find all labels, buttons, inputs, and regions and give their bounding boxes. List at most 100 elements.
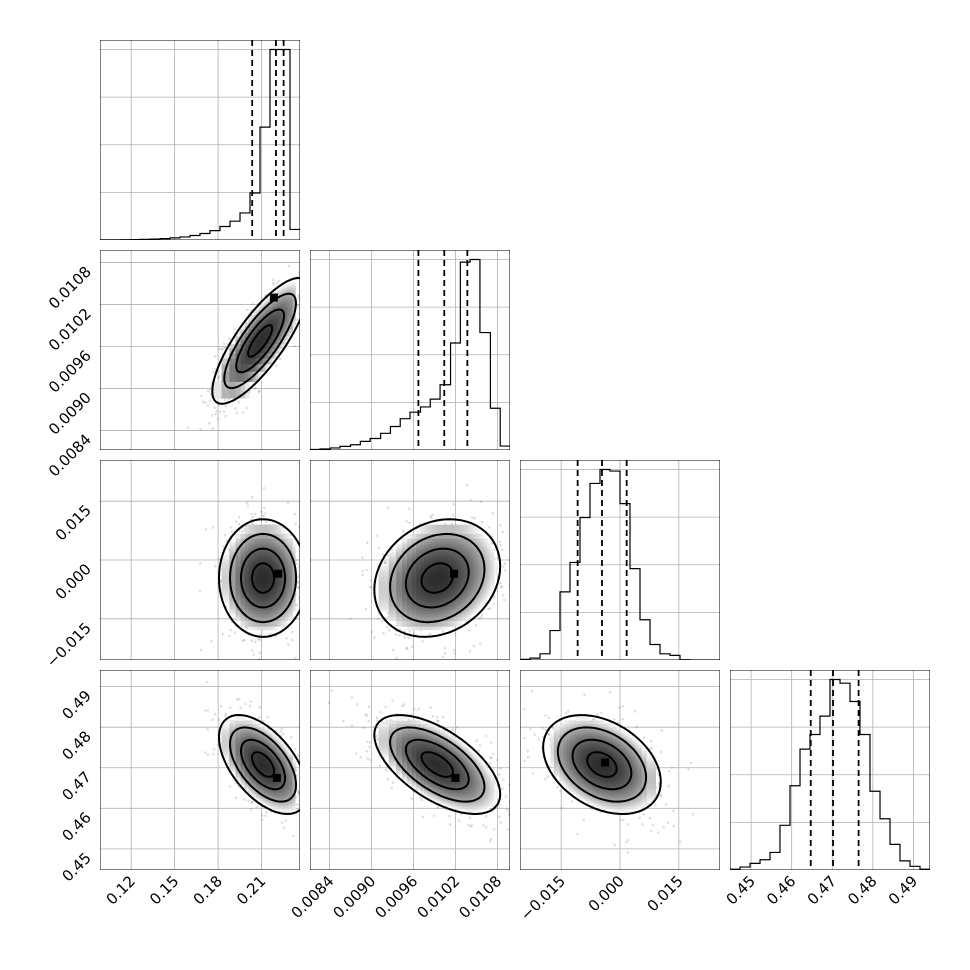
density-cell	[268, 610, 271, 615]
density-cell	[269, 560, 271, 563]
density-cell	[264, 604, 266, 607]
density-cell	[244, 585, 250, 588]
density-cell	[263, 579, 265, 582]
density-cell	[235, 597, 242, 600]
x-tick-label: 0.0090	[330, 872, 380, 922]
density-cell	[221, 587, 230, 590]
density-cell	[253, 571, 257, 573]
density-cell	[253, 592, 257, 595]
density-cell	[248, 584, 253, 587]
density-cell	[260, 357, 262, 365]
density-cell	[256, 577, 259, 580]
density-cell	[262, 543, 264, 547]
y-tick-label: 0.46	[58, 808, 94, 844]
density-cell	[253, 561, 257, 564]
density-cell	[248, 565, 253, 568]
density-cell	[221, 595, 230, 598]
density-cell	[263, 571, 265, 573]
density-cell	[264, 568, 266, 570]
density-cell	[267, 616, 270, 621]
density-cell	[258, 551, 261, 554]
density-cell	[269, 348, 271, 354]
density-cell	[258, 555, 261, 558]
density-cell	[244, 620, 250, 627]
density-cell	[264, 588, 266, 591]
density-cell	[289, 314, 293, 318]
density-cell	[235, 562, 242, 565]
density-cell	[261, 608, 263, 612]
density-cell	[256, 598, 259, 601]
density-cell	[261, 626, 263, 631]
sample-point	[298, 274, 300, 278]
density-cell	[262, 626, 264, 631]
density-cell	[258, 626, 261, 631]
density-cell	[260, 325, 262, 330]
density-cell	[268, 592, 271, 595]
density-cell	[251, 554, 255, 557]
density-cell	[265, 576, 268, 579]
density-cell	[267, 575, 270, 578]
density-cell	[264, 582, 266, 584]
density-cell	[262, 569, 264, 571]
density-cell	[248, 598, 253, 601]
density-cell	[256, 570, 259, 572]
density-cell	[240, 579, 246, 582]
density-cell	[261, 575, 263, 578]
density-cell	[240, 572, 246, 574]
density-cell	[268, 552, 271, 555]
density-cell	[263, 585, 265, 588]
density-cell	[267, 317, 270, 321]
density-cell	[264, 319, 266, 324]
density-cell	[256, 308, 259, 311]
sample-point	[210, 414, 214, 417]
density-cell	[267, 551, 270, 554]
density-cell	[260, 566, 262, 569]
density-cell	[269, 582, 271, 584]
density-cell	[258, 592, 261, 595]
density-cell	[240, 556, 246, 559]
density-cell	[260, 558, 262, 560]
density-cell	[229, 548, 237, 551]
sample-point	[237, 401, 241, 404]
density-cell	[263, 560, 265, 563]
density-cell	[264, 551, 267, 554]
density-cell	[248, 594, 253, 597]
density-cell	[229, 555, 237, 558]
density-cell	[251, 592, 255, 595]
density-cell	[240, 578, 246, 581]
density-cell	[263, 602, 265, 605]
density-cell	[258, 550, 261, 553]
density-cell	[267, 569, 270, 571]
density-cell	[235, 552, 242, 555]
sample-point	[272, 283, 275, 286]
density-cell	[266, 552, 269, 555]
sample-point	[287, 264, 291, 268]
density-cell	[261, 598, 263, 601]
density-cell	[262, 579, 264, 582]
density-cell	[256, 319, 259, 324]
density-cell	[269, 541, 271, 545]
density-cell	[266, 560, 269, 563]
density-cell	[289, 302, 293, 305]
density-cell	[256, 550, 259, 553]
density-cell	[256, 597, 259, 600]
density-cell	[264, 570, 266, 572]
density-cell	[253, 551, 257, 554]
density-cell	[269, 613, 271, 618]
density-cell	[267, 592, 270, 595]
density-cell	[229, 590, 237, 593]
density-cell	[267, 574, 270, 577]
density-cell	[235, 584, 242, 587]
density-cell	[229, 577, 237, 580]
sample-point	[297, 575, 300, 578]
density-cell	[262, 585, 264, 588]
density-cell	[262, 303, 264, 306]
density-cell	[263, 559, 265, 562]
x-tick-label: 0.0108	[455, 872, 505, 922]
density-cell	[221, 570, 230, 572]
density-cell	[266, 335, 269, 341]
density-cell	[289, 291, 293, 293]
density-cell	[260, 339, 262, 345]
density-cell	[267, 576, 270, 579]
density-cell	[221, 560, 230, 563]
